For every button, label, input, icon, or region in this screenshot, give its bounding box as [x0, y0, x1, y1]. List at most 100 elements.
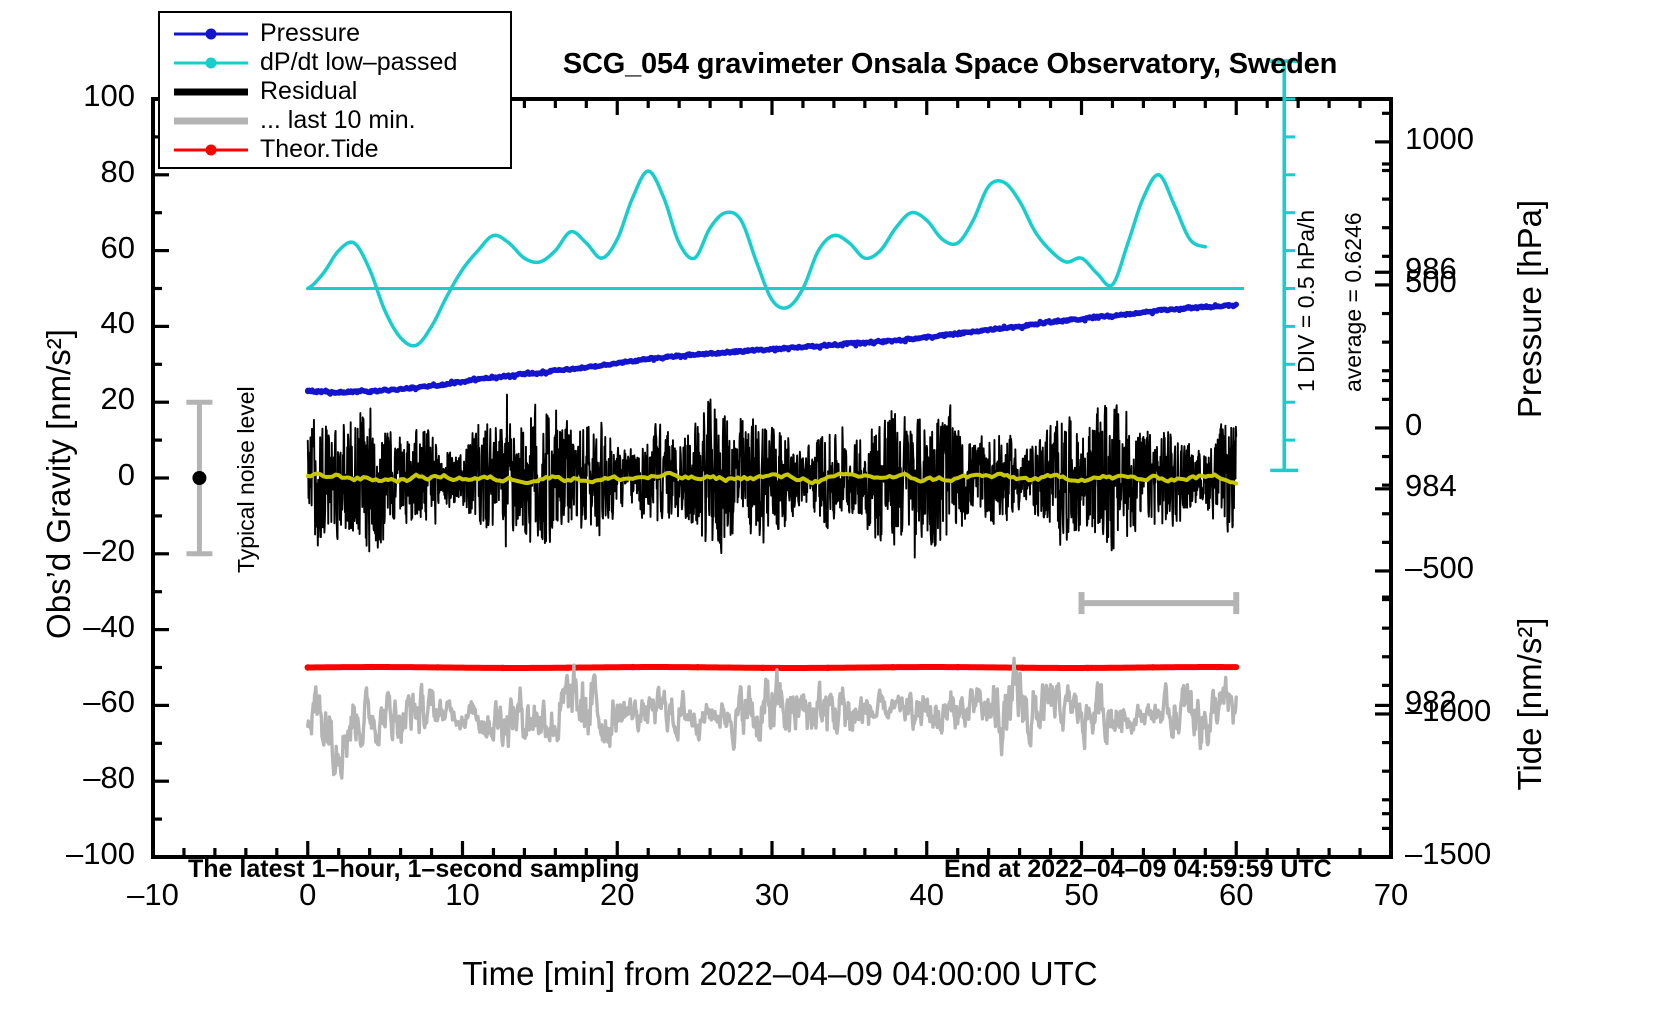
legend-item-3: ... last 10 min. — [160, 106, 510, 135]
legend-swatch-icon — [174, 81, 248, 103]
series-pressure-marker — [1015, 323, 1021, 330]
chart-legend: Pressure dP/dt low–passed Residual... last… — [158, 11, 512, 169]
series-pressure-marker — [1077, 316, 1084, 322]
series-pressure-marker — [341, 389, 347, 395]
series-last-10-min — [306, 656, 1238, 780]
series-pressure-marker — [1019, 325, 1025, 332]
series-pressure-marker — [790, 344, 796, 350]
series-pressure-marker — [583, 365, 589, 371]
series-pressure-marker — [1154, 308, 1160, 314]
series-pressure-marker — [1131, 311, 1138, 317]
noise-level-center-dot — [192, 471, 207, 485]
series-pressure-marker — [610, 360, 616, 366]
legend-marker-icon — [205, 28, 217, 39]
series-pressure-marker — [731, 350, 738, 356]
series-pressure-marker — [794, 344, 801, 350]
series-pressure-marker — [938, 333, 944, 339]
series-pressure-marker — [1041, 321, 1048, 327]
series-pressure-marker — [713, 351, 720, 357]
series-pressure-marker — [448, 378, 455, 384]
series-pressure-marker — [979, 327, 985, 333]
series-pressure-marker — [871, 341, 877, 347]
series-pressure-marker — [916, 336, 922, 342]
series-pressure-marker — [552, 366, 558, 373]
legend-item-label: dP/dt low–passed — [260, 48, 458, 76]
series-pressure-marker — [997, 325, 1003, 331]
series-pressure-marker — [1086, 315, 1093, 321]
series-tide-marker — [434, 664, 441, 671]
series-pressure-marker — [1203, 304, 1209, 310]
series-pressure-marker — [1059, 319, 1066, 325]
series-tide-marker — [824, 664, 831, 672]
y-tick-left-5: 0 — [117, 457, 135, 492]
series-tide-marker — [889, 664, 896, 671]
series-pressure-marker — [988, 326, 994, 332]
series-tide-marker — [564, 664, 571, 671]
x-axis-title: Time [min] from 2022–04–09 04:00:00 UTC — [462, 955, 1098, 992]
legend-line-icon — [174, 117, 248, 124]
series-pressure-marker — [412, 387, 419, 393]
series-pressure-marker — [350, 389, 356, 395]
series-pressure-marker — [1149, 311, 1155, 317]
series-tide-marker — [694, 664, 701, 671]
series-pressure-marker — [785, 347, 792, 353]
series-pressure-marker — [1091, 313, 1097, 319]
series-pressure-marker — [1122, 312, 1129, 318]
series-pressure-marker — [354, 388, 360, 394]
series-pressure-marker — [1158, 306, 1164, 312]
series-pressure-marker — [619, 360, 625, 366]
series-pressure-marker — [853, 343, 859, 349]
y-tick-left-4: 20 — [100, 381, 135, 417]
series-pressure-marker — [1028, 321, 1034, 327]
series-pressure-marker — [776, 345, 783, 352]
series-pressure-marker — [839, 343, 845, 349]
y-tick-tide-2: 0 — [1405, 406, 1423, 442]
series-pressure-marker — [421, 383, 428, 389]
series-tide-marker — [759, 664, 766, 672]
series-pressure-marker — [1055, 317, 1061, 323]
x-tick-6: 50 — [1064, 877, 1099, 912]
series-pressure-marker — [399, 386, 405, 392]
y-tick-left-1: 80 — [100, 153, 135, 189]
series-pressure-marker — [722, 350, 729, 356]
series-pressure-marker — [547, 367, 553, 374]
series-pressure-marker — [502, 374, 509, 380]
series-pressure-marker — [430, 381, 437, 387]
y-tick-tide-1: 500 — [1405, 263, 1457, 299]
series-pressure-marker — [1185, 304, 1191, 310]
series-pressure-marker — [484, 375, 491, 382]
series-pressure-marker — [359, 387, 365, 393]
legend-item-1: dP/dt low–passed — [160, 48, 510, 77]
series-pressure-marker — [637, 357, 643, 363]
series-pressure-marker — [395, 387, 401, 393]
series-pressure-marker — [314, 390, 320, 396]
series-pressure-marker — [516, 371, 522, 377]
series-pressure-marker — [538, 371, 544, 377]
series-pressure-marker — [318, 390, 324, 396]
series-pressure-marker — [875, 337, 881, 343]
series-pressure-marker — [628, 358, 634, 364]
series-pressure-marker — [1140, 309, 1146, 315]
series-pressure-marker — [902, 339, 908, 345]
series-pressure-marker — [1181, 305, 1187, 311]
series-pressure-marker — [709, 351, 715, 357]
series-pressure-marker — [646, 356, 652, 363]
series-pressure-marker — [457, 380, 464, 386]
y-tick-pressure-2: 982 — [1405, 684, 1457, 720]
series-pressure-marker — [471, 375, 477, 381]
series-pressure-marker — [673, 352, 679, 358]
series-dpdt-low-passed — [306, 169, 1208, 348]
series-pressure-marker — [606, 362, 612, 368]
series-pressure-marker — [368, 389, 374, 396]
legend-item-label: Residual — [260, 77, 358, 105]
series-pressure-marker — [898, 338, 904, 344]
series-pressure-marker — [992, 325, 998, 331]
series-tide-marker — [1214, 663, 1221, 671]
series-pressure-marker — [592, 362, 598, 369]
series-pressure-marker — [507, 374, 513, 381]
legend-swatch-icon — [174, 23, 248, 45]
series-pressure-marker — [498, 375, 504, 381]
series-pressure-marker — [660, 356, 666, 362]
series-pressure-marker — [835, 343, 841, 349]
